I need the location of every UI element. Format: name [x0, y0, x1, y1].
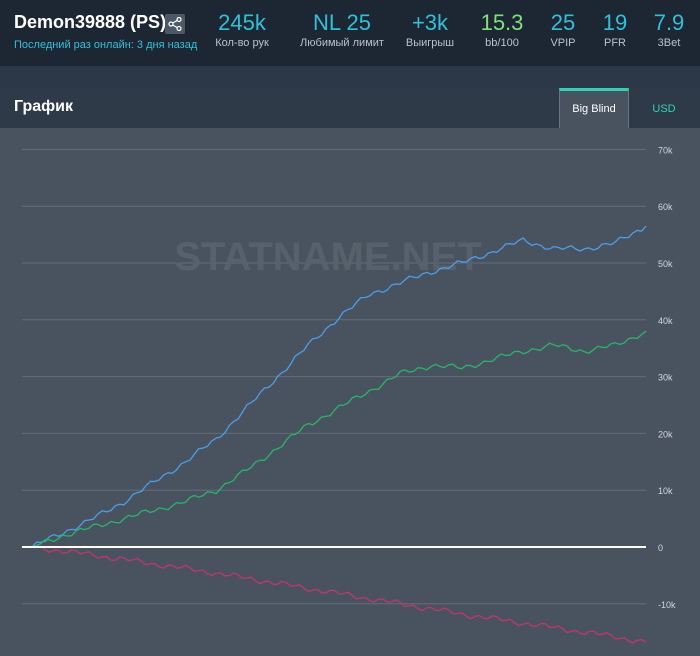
y-tick-label: 50k	[658, 259, 673, 269]
stat-label: Кол-во рук	[212, 36, 272, 50]
subheader-bar	[0, 66, 700, 88]
graph-chart-area: 70k 60k 50k 40k 30k 20k 10k 0 -10k STATNAME.NET	[0, 128, 700, 656]
stat-value: 7.9	[649, 10, 689, 36]
profile-header: Demon39888 (PS) Последний раз онлайн: 3 …	[0, 0, 700, 66]
stat-label: Любимый лимит	[297, 36, 387, 50]
panel-title: График	[14, 98, 73, 116]
y-tick-label: 10k	[658, 486, 673, 496]
player-name: Demon39888 (PS)	[14, 12, 166, 33]
tab-usd[interactable]: USD	[640, 88, 688, 128]
stat-value: 15.3	[477, 10, 527, 36]
stat-value: 245k	[212, 10, 272, 36]
stat-label: 3Bet	[649, 36, 689, 50]
last-online-status: Последний раз онлайн: 3 дня назад	[14, 39, 197, 51]
stat-favorite-limit: NL 25 Любимый лимит	[297, 10, 387, 50]
stat-value: 19	[597, 10, 633, 36]
stat-value: +3k	[400, 10, 460, 36]
tab-big-blind[interactable]: Big Blind	[559, 88, 629, 128]
y-tick-label: 40k	[658, 316, 673, 326]
stat-winnings: +3k Выигрыш	[400, 10, 460, 50]
stat-pfr: 19 PFR	[597, 10, 633, 50]
y-tick-label: 60k	[658, 202, 673, 212]
stat-hands: 245k Кол-во рук	[212, 10, 272, 50]
series-line-1	[32, 331, 646, 547]
y-tick-label: 70k	[658, 145, 673, 155]
stat-bb100: 15.3 bb/100	[477, 10, 527, 50]
y-tick-label: -10k	[658, 600, 676, 610]
stat-label: PFR	[597, 36, 633, 50]
stat-value: 25	[543, 10, 583, 36]
share-button[interactable]	[165, 14, 185, 34]
stat-label: VPIP	[543, 36, 583, 50]
stat-label: Выигрыш	[400, 36, 460, 50]
y-tick-label: 20k	[658, 429, 673, 439]
stat-label: bb/100	[477, 36, 527, 50]
stat-3bet: 7.9 3Bet	[649, 10, 689, 50]
stat-value: NL 25	[297, 10, 387, 36]
series-line-2	[32, 546, 646, 643]
share-icon	[168, 17, 182, 31]
y-tick-label: 0	[658, 543, 663, 553]
stat-vpip: 25 VPIP	[543, 10, 583, 50]
y-tick-label: 30k	[658, 373, 673, 383]
